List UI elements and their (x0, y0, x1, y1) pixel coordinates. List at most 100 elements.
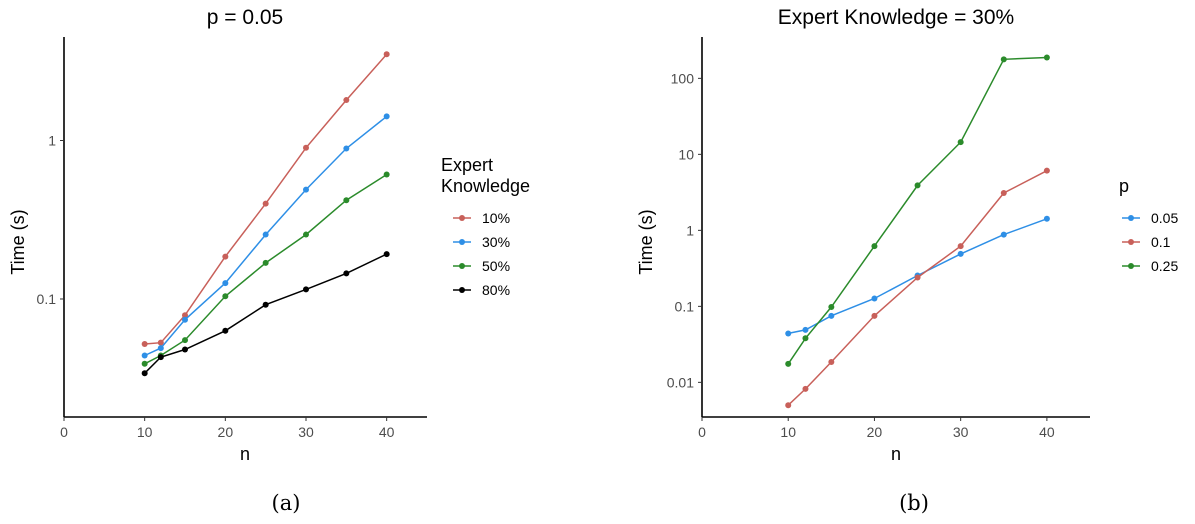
panel-b-data-point-0-25 (802, 335, 809, 342)
panel-b-data-point-0-05 (828, 312, 835, 319)
panel-a-title: p = 0.05 (207, 6, 283, 29)
panel-b-y-tick-label: 100 (671, 70, 695, 86)
panel-a: p = 0.05 n Time (s) Expert Knowledge (a)… (8, 6, 530, 515)
panel-a-legend-label-10-: 10% (482, 210, 510, 226)
panel-b-legend-label-0-05: 0.05 (1151, 210, 1178, 226)
panel-b-series-line-0-05 (788, 218, 1048, 335)
panel-a-data-point-80- (303, 286, 309, 293)
panel-a-data-point-30- (157, 345, 164, 352)
panel-b-data-point-0-25 (1000, 56, 1007, 63)
panel-a-legend-label-80-: 80% (482, 282, 510, 298)
panel-b-x-axis-title: n (891, 444, 901, 464)
panel-a-data-point-30- (222, 280, 229, 287)
panel-a-series-line-30- (144, 115, 388, 357)
panel-b-title: Expert Knowledge = 30% (778, 6, 1014, 29)
panel-a-data-point-10- (383, 51, 390, 58)
panel-a-data-point-50- (262, 259, 269, 266)
panel-b-legend-key-point-0-25 (1128, 263, 1134, 269)
panel-a-data-point-30- (262, 231, 269, 238)
panel-b-caption: (b) (899, 491, 929, 515)
panel-b-y-tick-label: 0.1 (675, 298, 695, 314)
panel-b-data-point-0-05 (1043, 215, 1050, 222)
panel-a-data-point-80- (182, 346, 188, 353)
panel-a-legend-label-30-: 30% (482, 234, 510, 250)
panel-a-data-point-30- (343, 145, 350, 152)
panel-b-data-point-0-05 (957, 250, 964, 257)
panel-a-x-tick-label: 0 (60, 424, 68, 440)
panel-a-x-tick-label: 10 (137, 424, 153, 440)
panel-a-legend-key-point-80- (459, 287, 465, 293)
panel-a-data-point-10- (303, 144, 309, 151)
panel-b-data-point-0-1 (1000, 190, 1007, 197)
panel-b-data-point-0-05 (871, 295, 878, 302)
panel-b-data-point-0-05 (785, 330, 792, 337)
panel-b-legend-key-point-0-1 (1128, 239, 1134, 245)
panel-a-data-point-80- (343, 270, 350, 277)
panel-a-data-point-80- (157, 354, 164, 361)
panel-a-caption: (a) (272, 491, 301, 515)
panel-b-data-point-0-25 (914, 182, 921, 189)
panel-a-data-point-50- (303, 231, 309, 238)
panel-b-data-point-0-1 (871, 312, 878, 319)
panel-b-x-tick-label: 30 (953, 424, 969, 440)
panel-a-data-point-30- (383, 113, 390, 120)
panel-a-legend-label-50-: 50% (482, 258, 510, 274)
panel-b-y-tick-label: 0.01 (667, 374, 694, 390)
panel-a-data-point-80- (141, 370, 148, 377)
panel-a-data-point-80- (262, 301, 269, 308)
panel-a-data-point-80- (222, 327, 229, 334)
panel-a-legend-title-line1: Expert (441, 155, 493, 175)
panel-b-plot: 0 10 20 30 40 0.01 0.1 1 10 100 0.05 0.1 0.25 (667, 37, 1178, 440)
panel-a-x-tick-label: 40 (379, 424, 395, 440)
panel-b-y-tick-label: 1 (686, 222, 694, 238)
panel-a-x-tick-label: 30 (298, 424, 314, 440)
panel-a-plot: 0 10 20 30 40 0.1 1 10% 30% 50% 80% (37, 37, 510, 440)
panel-a-legend-key-point-50- (459, 263, 465, 269)
panel-a-series-line-80- (144, 253, 388, 374)
panel-a-legend-title-line2: Knowledge (441, 176, 530, 196)
panel-a-series-line-50- (144, 173, 388, 365)
panel-a-data-point-10- (343, 97, 350, 104)
panel-a-data-point-50- (383, 171, 390, 178)
panel-b-x-tick-label: 10 (780, 424, 796, 440)
panel-a-data-point-10- (182, 312, 188, 319)
panel-b-data-point-0-1 (957, 243, 964, 250)
panel-a-legend-key-point-10- (459, 215, 465, 221)
panel-a-data-point-50- (222, 293, 229, 300)
panel-b-x-tick-label: 0 (698, 424, 706, 440)
panel-a-x-axis-title: n (240, 444, 250, 464)
panel-b-data-point-0-1 (914, 274, 921, 281)
panel-a-y-tick-label: 0.1 (37, 291, 57, 307)
panel-b-legend-label-0-1: 0.1 (1151, 234, 1171, 250)
panel-a-data-point-10- (222, 253, 229, 260)
panel-b-y-axis-title: Time (s) (636, 209, 656, 274)
panel-b-data-point-0-05 (1000, 231, 1007, 238)
panel-a-x-tick-label: 20 (218, 424, 234, 440)
panel-a-data-point-30- (182, 316, 188, 323)
panel-b-y-tick-label: 10 (678, 146, 694, 162)
panel-b-data-point-0-25 (828, 304, 835, 311)
panel-a-data-point-80- (383, 251, 390, 258)
panel-b-data-point-0-05 (802, 326, 809, 333)
panel-b-series-line-0-25 (787, 56, 1047, 365)
panel-b: Expert Knowledge = 30% n Time (s) p (b) … (636, 6, 1178, 515)
panel-a-y-axis-title: Time (s) (8, 209, 28, 274)
panel-b-data-point-0-25 (871, 243, 878, 250)
panel-a-series-line-10- (144, 53, 388, 345)
panel-a-data-point-50- (343, 197, 350, 204)
panel-b-data-point-0-1 (1043, 167, 1050, 174)
panel-a-data-point-10- (141, 340, 148, 347)
panel-b-data-point-0-1 (828, 359, 835, 366)
panel-b-data-point-0-1 (785, 402, 792, 409)
panel-b-x-tick-label: 20 (867, 424, 883, 440)
panel-a-legend-key-point-30- (459, 239, 465, 245)
panel-b-data-point-0-25 (957, 139, 964, 146)
panel-a-data-point-50- (141, 360, 148, 367)
panel-b-legend-key-point-0-05 (1128, 215, 1134, 221)
panel-a-data-point-10- (262, 200, 269, 207)
panel-b-x-tick-label: 40 (1039, 424, 1055, 440)
panel-b-data-point-0-25 (785, 360, 792, 367)
panel-b-legend-title: p (1119, 176, 1129, 196)
panel-a-data-point-30- (141, 352, 148, 359)
